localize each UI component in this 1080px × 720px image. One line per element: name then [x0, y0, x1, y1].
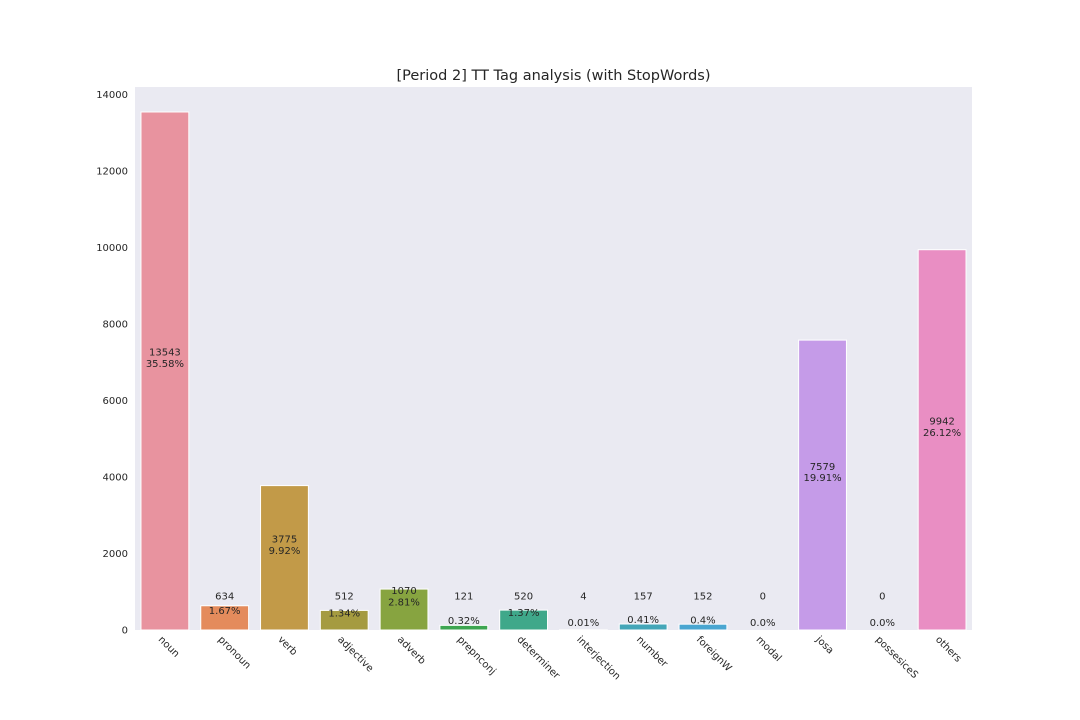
count-label: 13543 [149, 348, 181, 359]
count-label: 157 [634, 591, 653, 602]
x-tick-label-adverb: adverb [395, 634, 428, 667]
y-tick-label: 12000 [96, 167, 128, 178]
y-axis: 0 2000 4000 6000 8000 10000 12000 14000 [96, 90, 128, 637]
count-label: 520 [514, 591, 533, 602]
y-tick-label: 10000 [96, 243, 128, 254]
y-tick-label: 6000 [103, 396, 128, 407]
bars-group [140, 111, 967, 631]
x-tick-label-noun: noun [156, 634, 182, 660]
bar-adverb [379, 588, 429, 631]
percent-label: 0.41% [627, 615, 659, 626]
count-label: 152 [693, 591, 712, 602]
y-tick-label: 14000 [96, 90, 128, 101]
percent-label: 0.01% [568, 618, 600, 629]
percent-label: 1.34% [328, 608, 360, 619]
y-tick-label: 2000 [103, 549, 128, 560]
bar-determiner [499, 609, 549, 631]
count-label: 512 [335, 591, 354, 602]
x-tick-label-possesiceS: possesiceS [873, 634, 920, 681]
percent-label: 19.91% [803, 473, 841, 484]
x-tick-label-interjection: interjection [574, 634, 622, 682]
bar-others [917, 249, 967, 631]
x-tick-label-number: number [634, 634, 670, 670]
y-tick-label: 8000 [103, 320, 128, 331]
x-tick-label-pronoun: pronoun [216, 634, 253, 671]
percent-label: 35.58% [146, 359, 184, 370]
x-tick-label-foreignW: foreignW [694, 634, 734, 674]
percent-label: 0.0% [750, 618, 775, 629]
percent-label: 0.32% [448, 616, 480, 627]
x-tick-label-adjective: adjective [335, 634, 375, 674]
x-tick-label-josa: josa [813, 634, 836, 657]
count-label: 121 [454, 591, 473, 602]
percent-label: 0.0% [870, 618, 895, 629]
bar-number [618, 623, 668, 631]
y-tick-label: 4000 [103, 473, 128, 484]
chart-title: [Period 2] TT Tag analysis (with StopWor… [397, 68, 711, 84]
x-tick-label-verb: verb [275, 634, 299, 658]
bar-josa [798, 339, 847, 631]
percent-label: 2.81% [388, 598, 420, 609]
count-label: 1070 [391, 586, 416, 597]
x-tick-label-others: others [933, 634, 963, 664]
x-tick-label-prepnconj: prepnconj [455, 634, 498, 677]
x-tick-label-modal: modal [754, 634, 784, 664]
count-label: 0 [760, 591, 766, 602]
bar-foreignW [678, 623, 728, 631]
bar-prepnconj [439, 624, 489, 631]
percent-label: 1.67% [209, 606, 241, 617]
count-label: 7579 [810, 462, 835, 473]
bar-verb [260, 485, 309, 631]
count-label: 0 [879, 591, 885, 602]
count-label: 634 [215, 591, 234, 602]
bar-adjective [319, 609, 369, 631]
count-label: 4 [580, 591, 586, 602]
x-axis: noun pronoun verb adjective adverb prepnconj d… [156, 634, 964, 683]
y-tick-label: 0 [122, 626, 128, 637]
bar-pronoun [200, 605, 250, 631]
bar-noun [140, 111, 190, 631]
x-tick-label-determiner: determiner [514, 634, 562, 682]
count-label: 3775 [272, 535, 297, 546]
percent-label: 0.4% [690, 615, 715, 626]
percent-label: 1.37% [508, 608, 540, 619]
percent-label: 26.12% [923, 428, 961, 439]
percent-label: 9.92% [269, 546, 301, 557]
count-label: 9942 [929, 417, 954, 428]
